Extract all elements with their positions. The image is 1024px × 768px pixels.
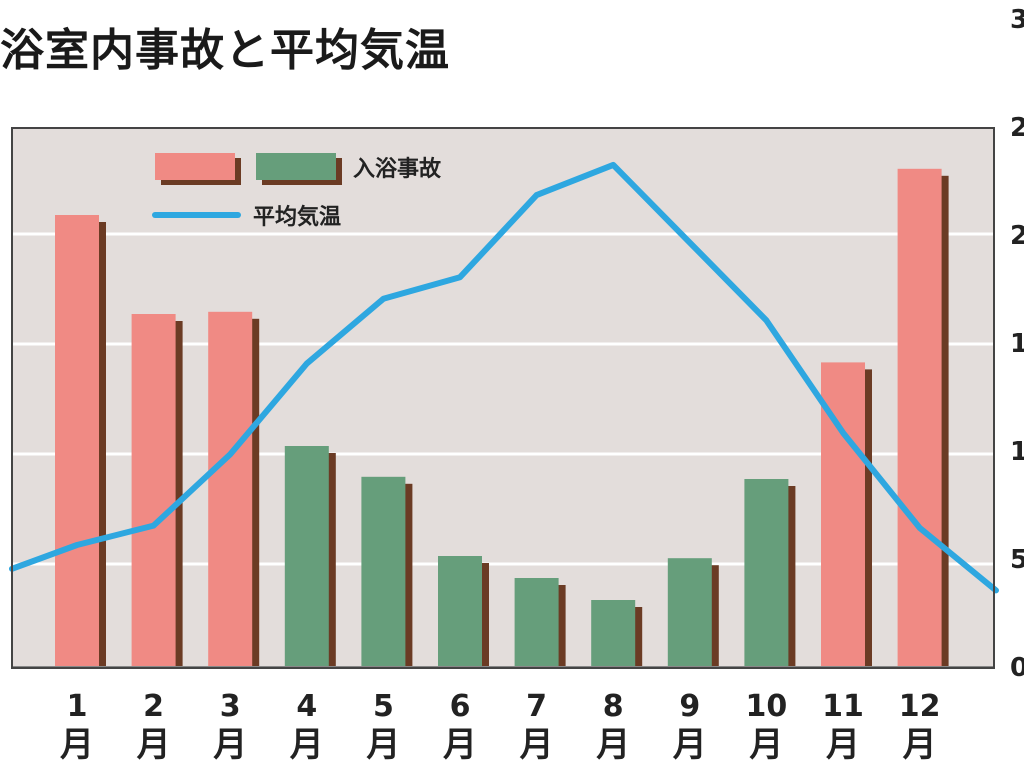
x-tick-number: 8 [603,689,624,724]
x-tick-unit: 月 [366,725,400,765]
bar [667,558,712,666]
bar [131,314,176,666]
x-tick-unit: 月 [596,725,630,765]
right-axis-tick: 10 [1010,437,1024,467]
right-axis-tick: 5 [1010,545,1024,575]
right-axis-tick: 0 [1010,653,1024,683]
x-tick-unit: 月 [290,725,324,765]
x-tick-unit: 月 [520,725,554,765]
bar [591,600,636,666]
x-tick-number: 7 [526,689,547,724]
chart-title: 浴室内事故と平均気温 [0,25,450,76]
right-axis-tick: 20 [1010,221,1024,251]
x-tick-number: 12 [899,689,941,724]
plot-frame [11,127,995,669]
x-tick-unit: 月 [137,725,171,765]
bar [438,556,482,666]
x-tick-unit: 月 [826,725,860,765]
bar [897,168,942,667]
bar [208,311,253,666]
x-tick-number: 1 [67,689,88,724]
bar [284,446,329,666]
x-tick-number: 9 [679,689,700,724]
right-axis-tick-labels: 0 5 10 15 20 25 30 [1010,5,1024,683]
x-tick-unit: 月 [673,725,707,765]
legend-label-bars: 入浴事故 [353,156,442,182]
legend-swatch-bar [155,153,235,180]
x-tick-number: 10 [746,689,788,724]
x-tick-number: 3 [220,689,241,724]
x-tick-unit: 月 [60,725,94,765]
x-tick-unit: 月 [443,725,477,765]
x-tick-unit: 月 [903,725,937,765]
x-tick-number: 4 [296,689,317,724]
temperature-line [9,161,999,594]
bar [744,479,789,666]
x-tick-number: 2 [143,689,164,724]
x-tick-unit: 月 [213,725,247,765]
bar-series [55,168,949,667]
x-tick-unit: 月 [749,725,783,765]
right-axis-tick: 30 [1010,5,1024,35]
legend-label-line: 平均気温 [253,204,341,230]
x-tick-number: 11 [822,689,864,724]
right-axis-tick: 25 [1010,113,1024,143]
legend-swatch-bar [256,153,336,180]
right-axis-tick: 15 [1010,329,1024,359]
x-tick-number: 5 [373,689,394,724]
x-tick-number: 6 [450,689,471,724]
bar [514,578,559,666]
bar [361,476,406,666]
bar [55,215,99,666]
